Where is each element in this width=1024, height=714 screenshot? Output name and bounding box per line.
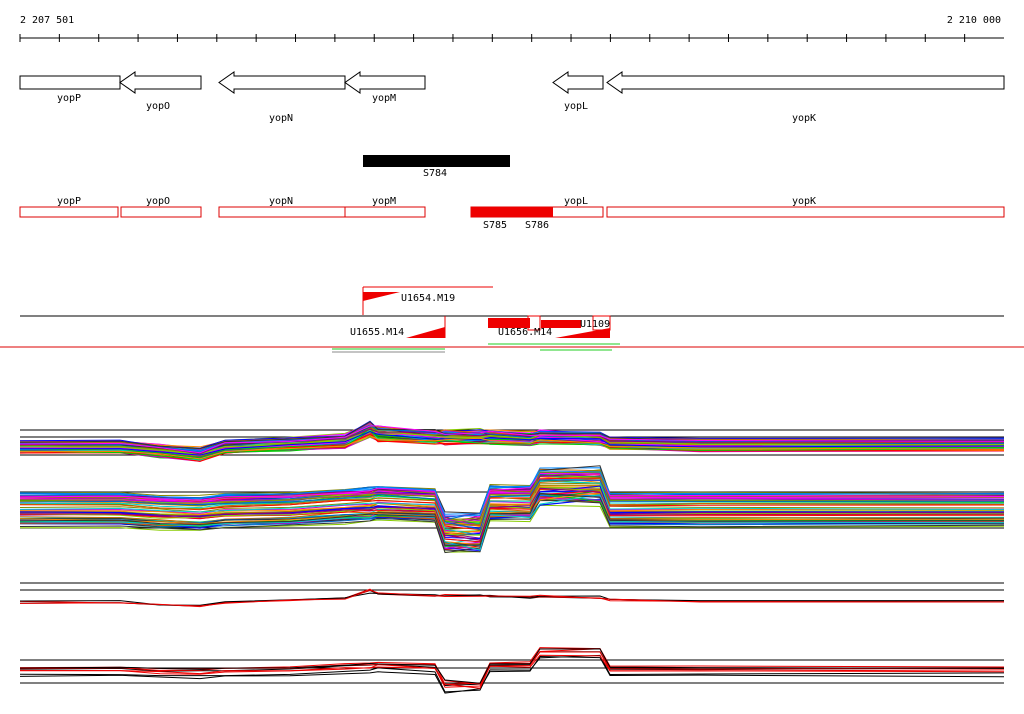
- profile-line: [19, 435, 1005, 460]
- gene-label: yopO: [146, 101, 170, 112]
- probe-mark: [363, 292, 400, 301]
- gene-box: [19, 206, 119, 218]
- feature-bar: [363, 155, 510, 167]
- probe-mark: [541, 320, 581, 328]
- probe-mark: [592, 315, 611, 331]
- profile-line: [19, 655, 1005, 694]
- profile-line: [19, 430, 1005, 456]
- feature-label: S784: [423, 168, 447, 179]
- profile-line: [19, 425, 1005, 454]
- profile-line: [19, 592, 1005, 607]
- gene-arrow: [218, 71, 346, 94]
- profile-line: [19, 589, 1004, 606]
- gene-box: [120, 206, 202, 218]
- box-label: yopK: [792, 196, 816, 207]
- probe-label: U1656.M14: [498, 327, 552, 338]
- gene-arrow: [19, 75, 121, 90]
- expression-profiles: [19, 420, 1005, 694]
- profile-line: [19, 470, 1005, 517]
- profile-line: [19, 479, 1005, 530]
- probe-label: U1109: [580, 319, 610, 330]
- profile-line: [19, 589, 1004, 607]
- box-label: yopL: [564, 196, 588, 207]
- profile-line: [20, 654, 1005, 688]
- box-label: yopM: [372, 196, 396, 207]
- probe-label: U1654.M19: [401, 293, 455, 304]
- gene-box: [606, 206, 1005, 218]
- profile-line: [19, 487, 1005, 541]
- gene-label: yopP: [57, 93, 81, 104]
- ruler-start: 2 207 501: [20, 15, 74, 26]
- probe-mark: [406, 327, 445, 338]
- segment-label: S786: [525, 220, 549, 231]
- box-label: yopO: [146, 196, 170, 207]
- profile-line: [19, 648, 1005, 684]
- gene-arrow: [552, 71, 604, 94]
- gene-arrow: [606, 71, 1005, 94]
- gene-label: yopM: [372, 93, 396, 104]
- gene-label: yopK: [792, 113, 816, 124]
- profile-line: [19, 477, 1005, 531]
- gene-label: yopN: [269, 113, 293, 124]
- gene-arrow: [344, 71, 426, 94]
- probe-label: U1655.M14: [350, 327, 404, 338]
- gene-arrows: [19, 71, 1005, 94]
- profile-line: [19, 480, 1005, 536]
- probe-mark: [527, 315, 541, 331]
- segment-label: S785: [483, 220, 507, 231]
- gene-arrow: [119, 71, 202, 94]
- profile-line: [19, 421, 1005, 450]
- probe-mark: [488, 318, 530, 328]
- gene-label: yopL: [564, 101, 588, 112]
- profile-line: [19, 588, 1005, 608]
- profile-line: [19, 478, 1005, 526]
- gene-box: [344, 206, 426, 218]
- ruler-ticks: [19, 34, 966, 42]
- profile-line: [19, 493, 1005, 546]
- box-label: yopN: [269, 196, 293, 207]
- profile-line: [19, 499, 1005, 554]
- segment-fill: [471, 207, 553, 217]
- ruler-end: 2 210 000: [947, 15, 1001, 26]
- gene-box: [218, 206, 346, 218]
- box-label: yopP: [57, 196, 81, 207]
